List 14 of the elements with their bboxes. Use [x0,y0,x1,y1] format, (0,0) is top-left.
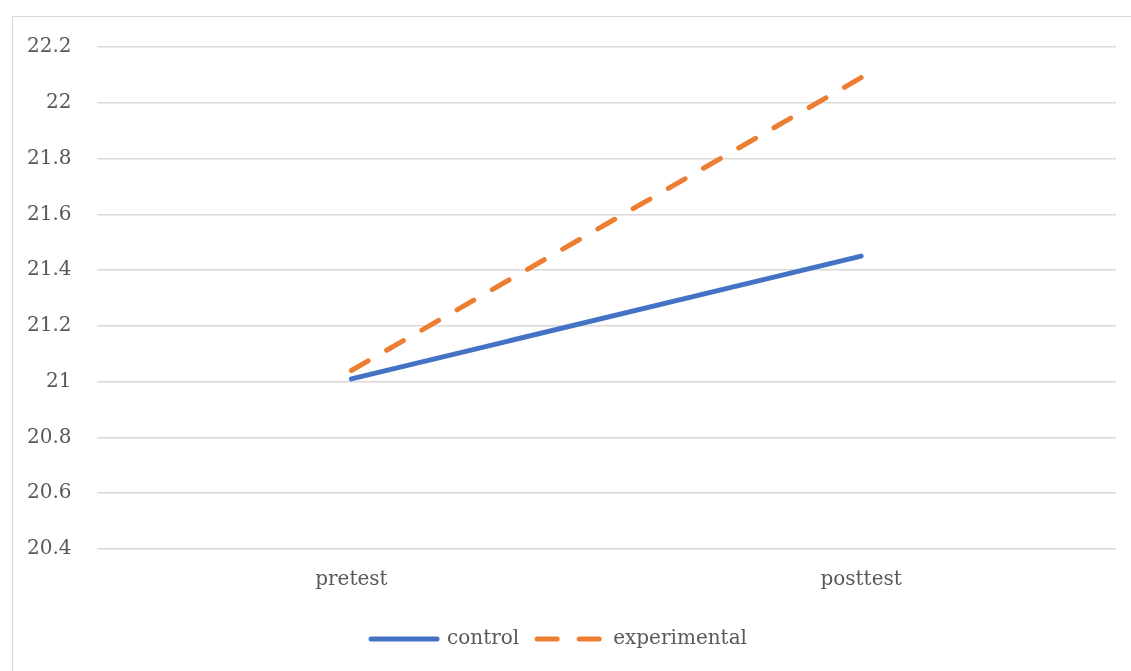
x-tick-label: pretest [315,566,388,591]
y-tick-label: 20.6 [27,479,72,504]
y-tick-label: 22.2 [27,33,72,58]
y-tick-label: 21.4 [27,256,72,281]
x-tick-label: posttest [820,566,902,591]
legend-label: experimental [613,625,747,650]
y-tick-label: 22 [46,88,72,113]
y-tick-label: 21.8 [27,144,72,169]
y-tick-label: 21 [46,367,72,392]
y-tick-label: 20.4 [27,535,72,560]
y-tick-label: 21.6 [27,200,72,225]
y-tick-label: 21.2 [27,312,72,337]
legend-label: control [447,625,520,650]
y-tick-label: 20.8 [27,423,72,448]
